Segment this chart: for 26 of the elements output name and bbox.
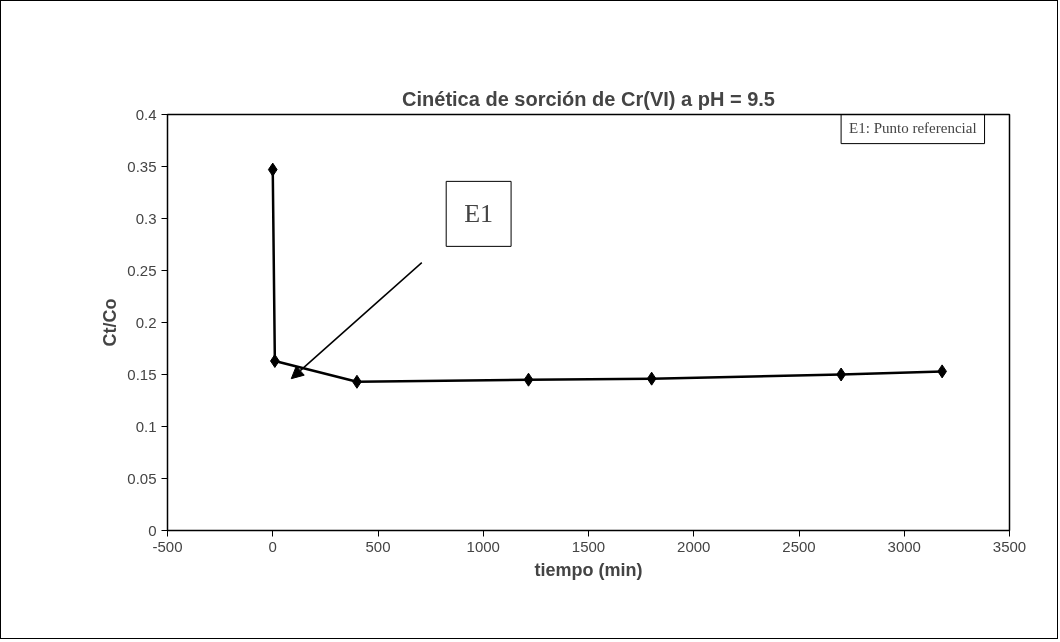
annotation: E1: Punto referencial (849, 119, 977, 136)
x-tick-label: 1000 (466, 537, 500, 555)
x-tick-label: 2000 (677, 537, 711, 555)
y-tick-label: 0.2 (135, 313, 157, 331)
x-axis-title: tiempo (min) (534, 559, 643, 580)
y-tick-label: 0.3 (135, 209, 157, 227)
y-tick-label: 0.15 (127, 365, 157, 383)
point (523, 372, 534, 387)
y-tick-label: 0.05 (127, 469, 157, 487)
annotation: E1 (464, 199, 494, 229)
point (267, 162, 278, 177)
y-axis-title: Ct/Co (99, 298, 120, 347)
x-tick-label: 500 (365, 537, 391, 555)
x-tick-label: 3000 (887, 537, 921, 555)
y-tick-label: 0.35 (127, 157, 157, 175)
y-tick-label: 0.1 (135, 417, 157, 435)
x-tick-label: 2500 (782, 537, 816, 555)
x-tick-label: 0 (268, 537, 277, 555)
y-tick-label: 0.25 (127, 261, 157, 279)
x-tick-label: 1500 (571, 537, 606, 555)
point (646, 371, 657, 386)
x-tick-label: 3500 (992, 537, 1027, 555)
y-tick-label: 0.4 (135, 105, 157, 123)
y-tick-label: 0 (148, 521, 157, 539)
x-tick-label: -500 (152, 537, 183, 555)
chart-title: Cinética de sorción de Cr(VI) a pH = 9.5 (402, 87, 775, 110)
